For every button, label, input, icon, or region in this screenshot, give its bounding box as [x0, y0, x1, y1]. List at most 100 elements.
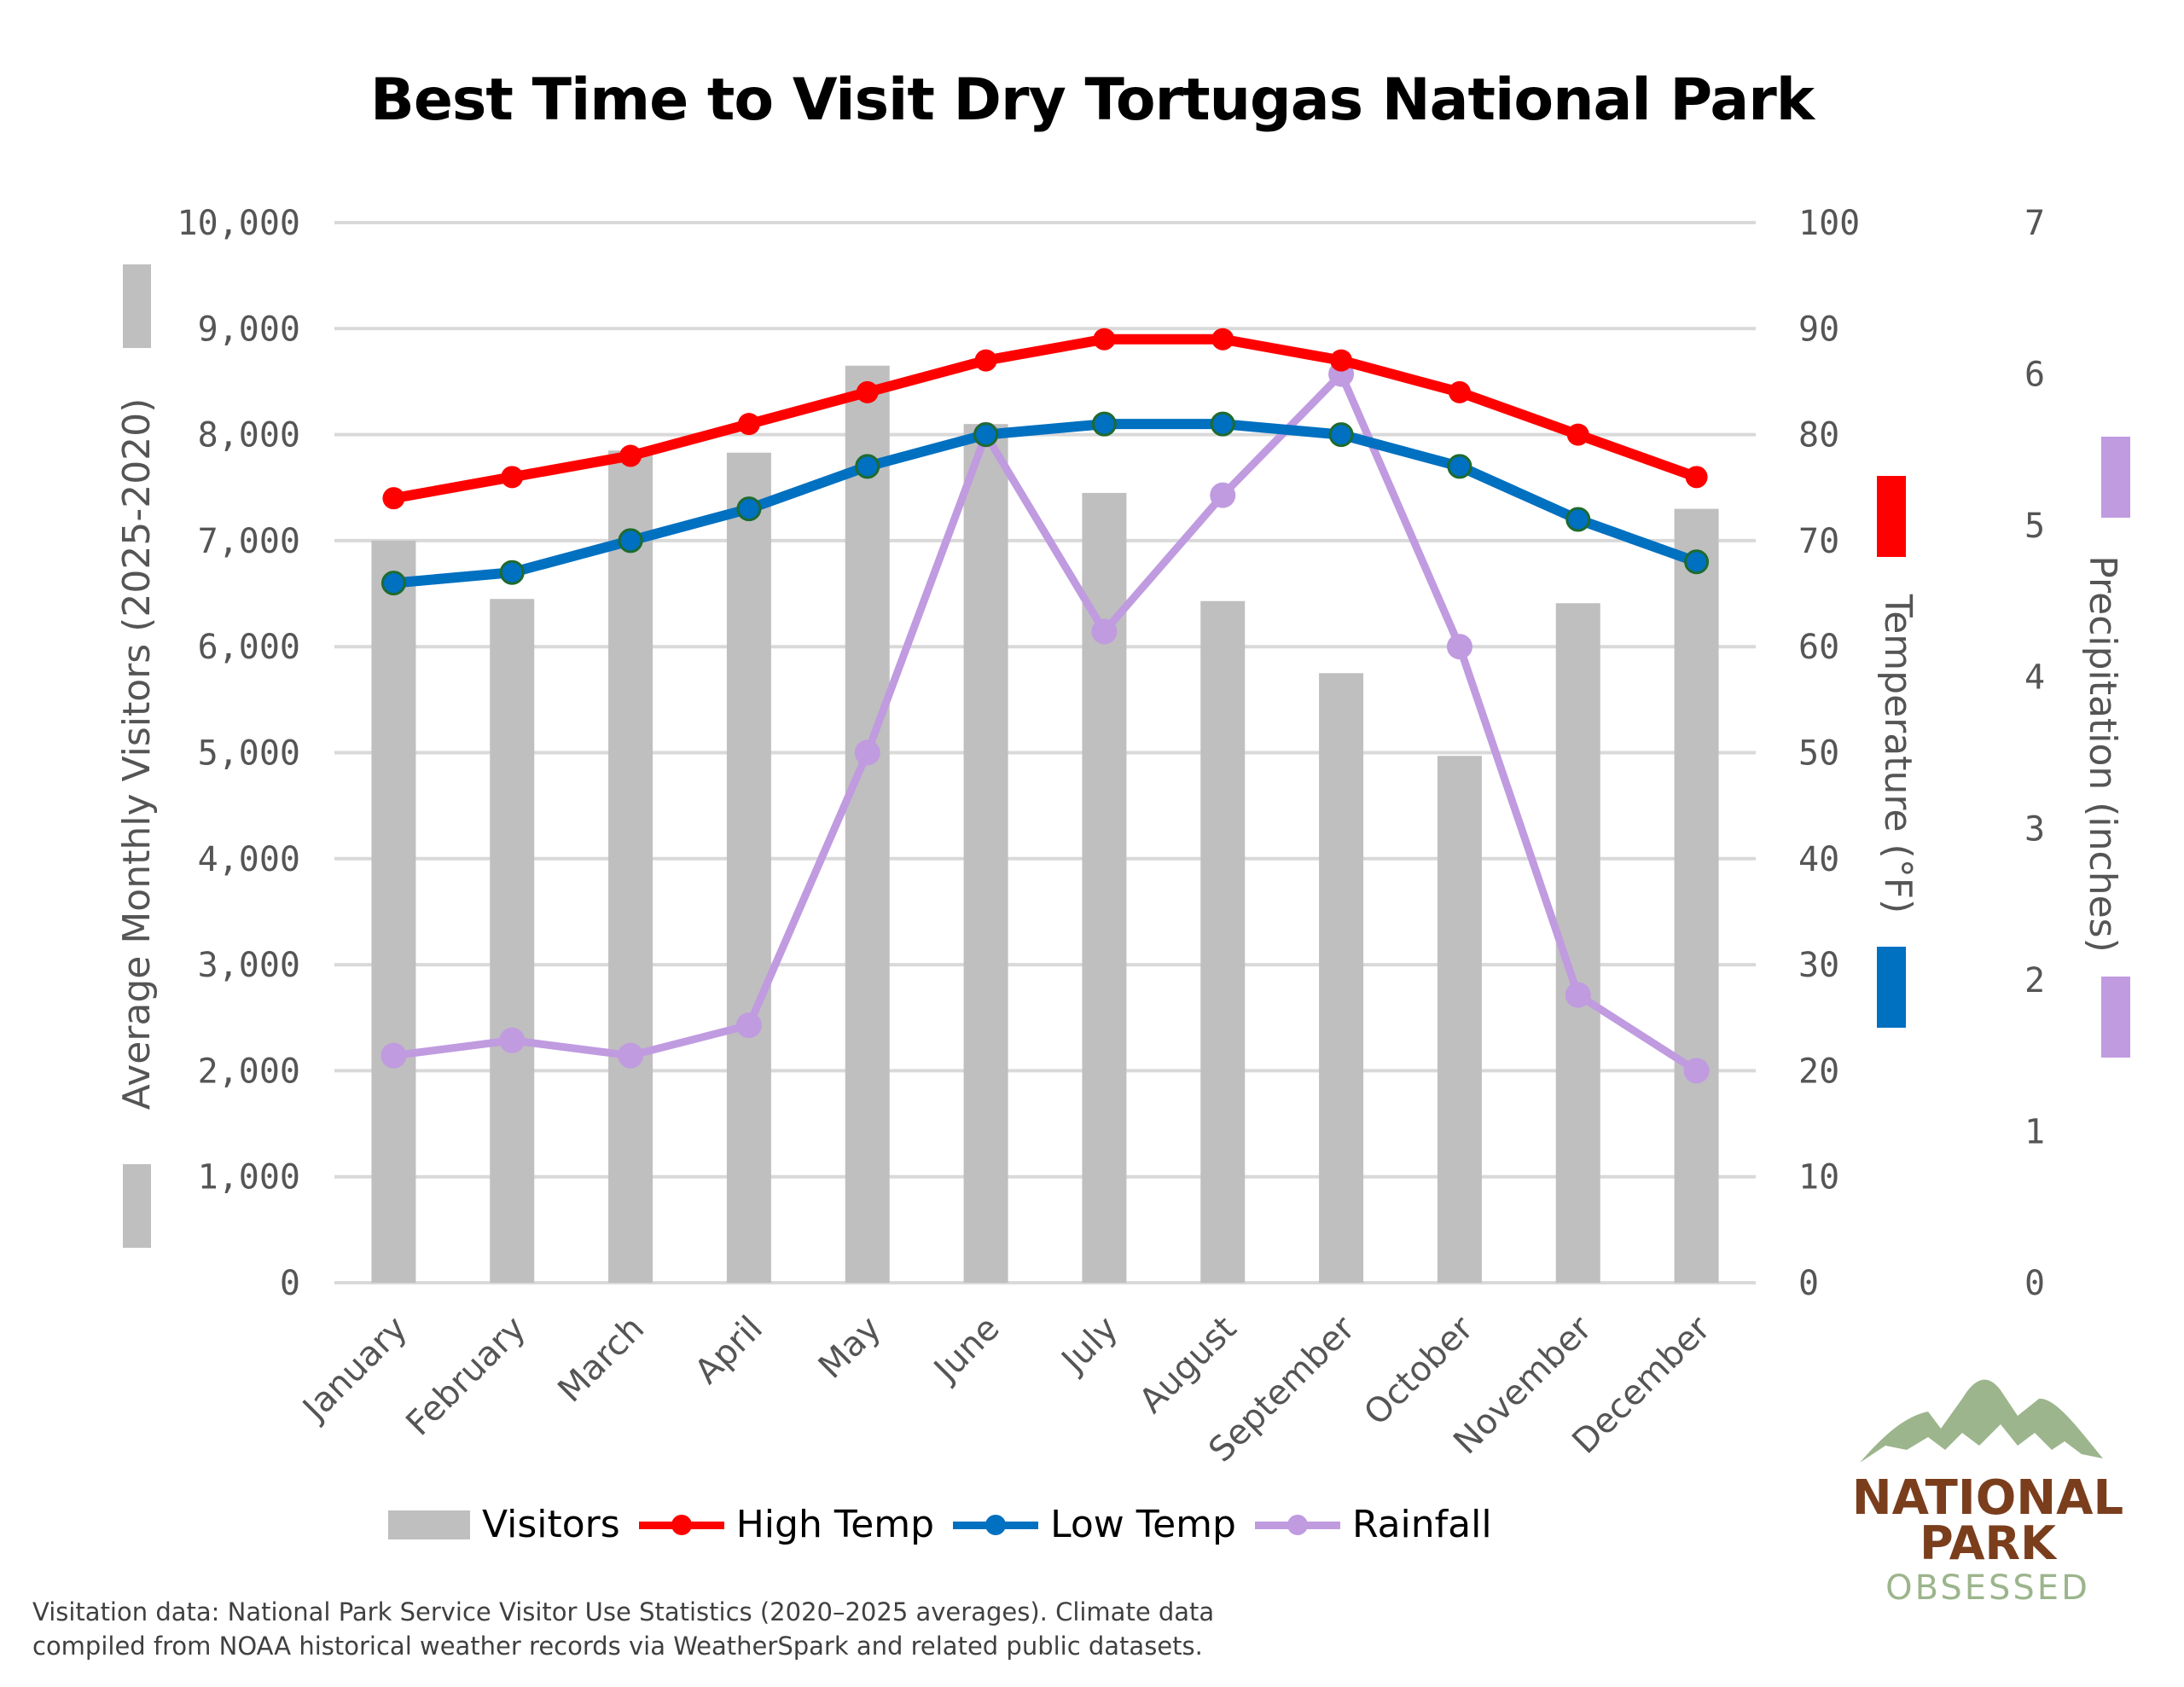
far-right-tick-label: 4: [2024, 658, 2045, 698]
right-tick-label: 80: [1798, 416, 1839, 455]
high-temp-marker: [1330, 349, 1353, 372]
low-temp-marker: [855, 454, 880, 479]
visitors-axis-swatch-icon: [123, 1164, 151, 1248]
right-tick-label: 70: [1798, 522, 1839, 561]
x-label-october: October: [1356, 1308, 1481, 1433]
low-temp-marker: [1328, 422, 1354, 448]
high-temp-marker: [1566, 423, 1589, 446]
rainfall-line-icon: [1254, 1510, 1340, 1539]
right-tick-label: 40: [1798, 840, 1839, 879]
logo-text-park: PARK: [1920, 1516, 2058, 1570]
bar-may: [845, 365, 890, 1284]
bar-march: [608, 450, 653, 1283]
rainfall-marker: [1210, 482, 1236, 508]
legend-label-low-temp: Low Temp: [1050, 1503, 1236, 1546]
rainfall-marker: [1091, 618, 1118, 645]
low-temp-marker: [380, 571, 406, 596]
left-tick-label: 0: [280, 1264, 300, 1303]
low-temp-line-icon: [953, 1510, 1039, 1539]
low-temp-marker: [1091, 411, 1117, 437]
chart-title: Best Time to Visit Dry Tortugas National…: [369, 67, 1815, 134]
legend-label-visitors: Visitors: [482, 1503, 620, 1546]
legend: Visitors High Temp Low Temp Rainfall: [388, 1503, 1492, 1546]
low-temp-marker: [736, 496, 762, 522]
rainfall-marker: [1565, 982, 1591, 1008]
high-temp-marker: [1685, 466, 1708, 489]
x-label-may: May: [811, 1309, 889, 1387]
bar-december: [1674, 508, 1719, 1283]
legend-item-low-temp: Low Temp: [953, 1503, 1236, 1546]
low-temp-marker: [973, 422, 999, 448]
low-temp-marker: [1210, 411, 1235, 437]
visitors-axis-swatch-icon: [123, 264, 151, 348]
left-tick-label: 1,000: [198, 1158, 300, 1197]
right-tick-label: 10: [1798, 1158, 1839, 1197]
footnote-line-2: compiled from NOAA historical weather re…: [32, 1632, 1203, 1661]
far-right-tick-label: 6: [2024, 356, 2045, 395]
far-right-tick-label: 1: [2024, 1112, 2045, 1151]
bar-april: [726, 452, 771, 1283]
low-temp-marker: [1565, 507, 1591, 532]
footnote-line-1: Visitation data: National Park Service V…: [32, 1597, 1215, 1626]
logo-text-obsessed: OBSESSED: [1885, 1568, 2090, 1608]
left-tick-label: 7,000: [198, 522, 300, 561]
x-label-january: January: [294, 1309, 415, 1430]
x-label-february: February: [398, 1309, 533, 1444]
rainfall-marker: [618, 1042, 644, 1069]
legend-label-rainfall: Rainfall: [1351, 1503, 1492, 1546]
left-axis-title: Average Monthly Visitors (2025-2020): [115, 398, 159, 1110]
bar-october: [1437, 756, 1482, 1283]
visitors-swatch-icon: [388, 1510, 470, 1539]
low-temp-axis-swatch-icon: [1877, 947, 1906, 1028]
left-tick-label: 10,000: [177, 204, 301, 243]
right-tick-label: 50: [1798, 734, 1839, 774]
low-temp-marker: [618, 528, 643, 554]
rainfall-axis-swatch-icon: [2101, 977, 2130, 1058]
left-tick-label: 6,000: [198, 628, 300, 667]
rainfall-marker: [735, 1012, 762, 1039]
rainfall-axis-swatch-icon: [2101, 437, 2130, 518]
national-park-obsessed-logo: NATIONAL PARK OBSESSED: [1852, 1379, 2123, 1608]
x-label-april: April: [688, 1309, 770, 1392]
right-tick-label: 20: [1798, 1052, 1839, 1091]
high-temp-marker: [1211, 328, 1234, 351]
high-temp-marker: [1093, 328, 1116, 351]
high-temp-marker: [619, 444, 642, 467]
legend-item-high-temp: High Temp: [638, 1503, 935, 1546]
high-temp-line: [392, 333, 1699, 504]
rainfall-marker: [499, 1027, 526, 1053]
legend-item-visitors: Visitors: [388, 1503, 620, 1546]
axis-titles: Average Monthly Visitors (2025-2020) Temp…: [115, 264, 2130, 1248]
left-tick-label: 2,000: [198, 1052, 300, 1091]
right-tick-label: 30: [1798, 946, 1839, 985]
rainfall-line: [392, 370, 1699, 1075]
right-axis-title: Temperature (°F): [1876, 594, 1920, 913]
far-right-tick-label: 7: [2024, 204, 2045, 243]
visitor-bars: [371, 365, 1719, 1284]
high-temp-marker: [501, 466, 524, 489]
gridlines: [334, 221, 1756, 1284]
high-temp-marker: [974, 349, 997, 372]
right-tick-label: 60: [1798, 628, 1839, 667]
rainfall-marker: [1683, 1058, 1710, 1084]
high-temp-marker: [737, 413, 760, 436]
far-right-tick-label: 3: [2024, 809, 2045, 849]
legend-label-high-temp: High Temp: [735, 1503, 935, 1546]
low-temp-line: [392, 419, 1699, 588]
low-temp-marker: [499, 559, 525, 585]
series-lines: [380, 328, 1710, 1084]
far-right-tick-label: 5: [2024, 507, 2045, 546]
logo-text-national: NATIONAL: [1852, 1470, 2123, 1526]
x-label-march: March: [550, 1309, 652, 1411]
rainfall-marker: [1446, 634, 1472, 660]
high-temp-line-icon: [638, 1510, 724, 1539]
low-temp-marker: [1447, 454, 1472, 479]
right-tick-label: 0: [1798, 1264, 1819, 1303]
x-label-july: July: [1053, 1309, 1126, 1383]
left-tick-label: 3,000: [198, 946, 300, 985]
far-right-tick-label: 0: [2024, 1264, 2045, 1303]
rainfall-marker: [854, 739, 880, 766]
high-temp-axis-swatch-icon: [1877, 476, 1906, 557]
